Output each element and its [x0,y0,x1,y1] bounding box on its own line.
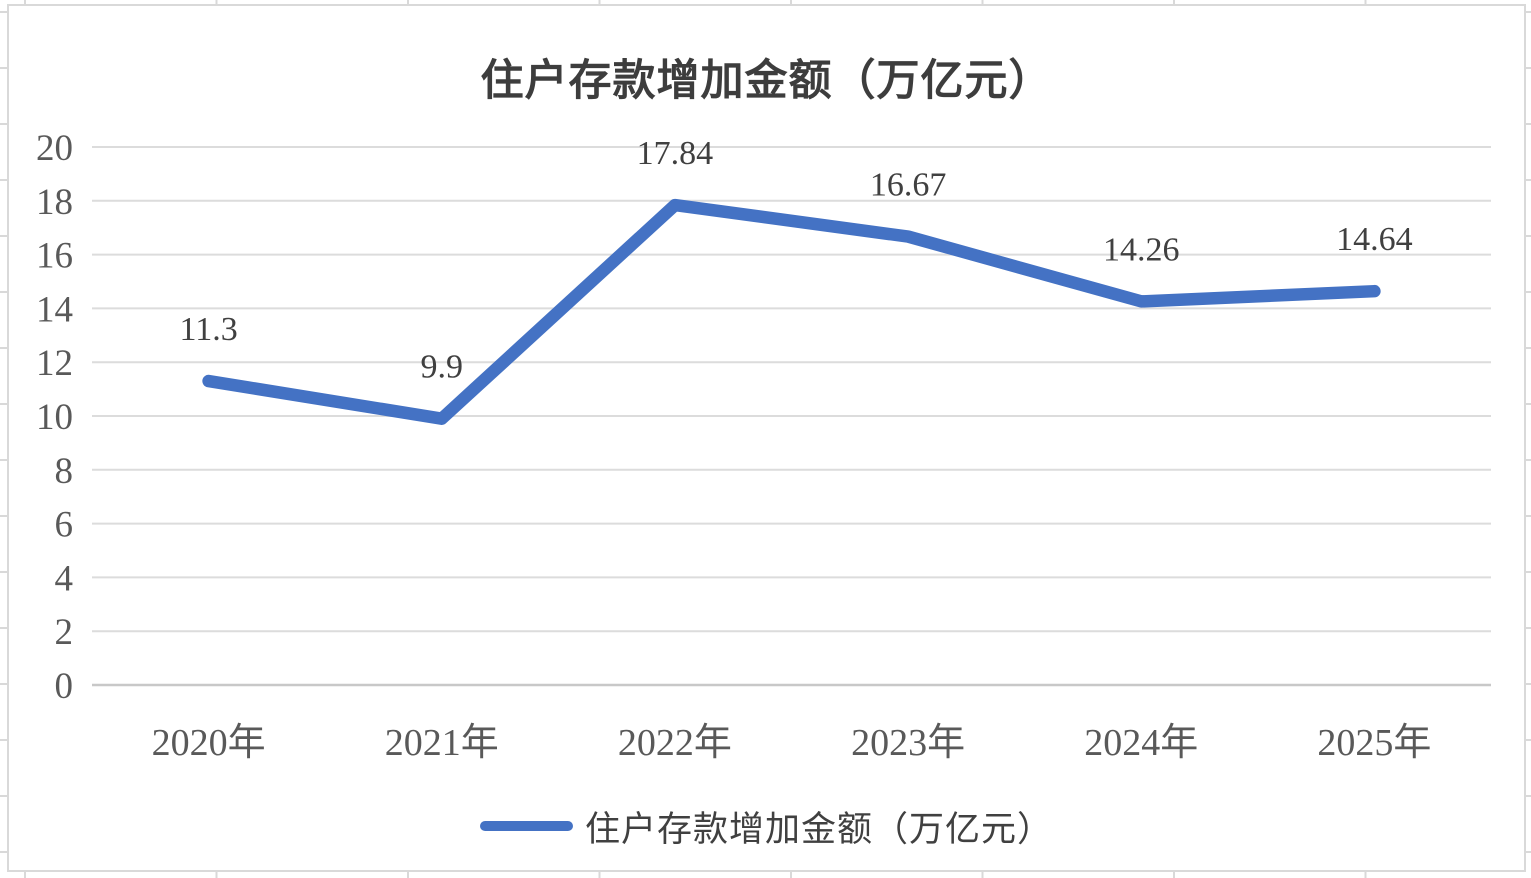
y-axis-tick-label: 20 [36,128,73,169]
y-axis-tick-label: 4 [55,558,74,599]
x-axis-tick-label: 2023年 [851,722,965,764]
y-axis-tick-label: 12 [36,343,73,384]
legend: 住户存款增加金额（万亿元） [9,806,1524,849]
data-label: 16.67 [870,167,947,204]
x-axis-tick-label: 2025年 [1317,722,1431,764]
legend-label: 住户存款增加金额（万亿元） [584,809,1053,849]
y-axis-tick-label: 2 [55,612,74,653]
data-label: 14.26 [1103,231,1180,268]
legend-line-swatch [479,821,573,831]
x-axis-tick-label: 2024年 [1084,722,1198,764]
chart-container[interactable]: 0 2 4 6 8 10 12 14 16 18 20 2020年 2021年 2022年 2023年 202… [7,4,1526,872]
data-label: 14.64 [1336,221,1413,258]
y-axis-tick-label: 16 [36,236,73,277]
x-axis-tick-label: 2020年 [152,722,266,764]
y-axis-tick-label: 14 [36,289,73,330]
y-axis-tick-label: 18 [36,182,73,223]
chart-title: 住户存款增加金额（万亿元） [480,58,1053,105]
x-axis-tick-label: 2021年 [385,722,499,764]
chart-area: 0 2 4 6 8 10 12 14 16 18 20 2020年 2021年 2022年 2023年 202… [9,6,1524,870]
line-chart-plot: 0 2 4 6 8 10 12 14 16 18 20 2020年 2021年 2022年 2023年 202… [36,128,1491,764]
data-label: 11.3 [179,311,237,348]
y-axis-tick-label: 0 [55,666,74,707]
x-axis-tick-label: 2022年 [618,722,732,764]
data-label: 17.84 [637,135,714,172]
series-line[interactable] [202,198,1381,425]
y-axis-tick-label: 6 [55,505,74,546]
y-axis-tick-label: 10 [36,397,73,438]
y-axis-tick-label: 8 [55,451,74,492]
data-label: 9.9 [421,349,464,386]
